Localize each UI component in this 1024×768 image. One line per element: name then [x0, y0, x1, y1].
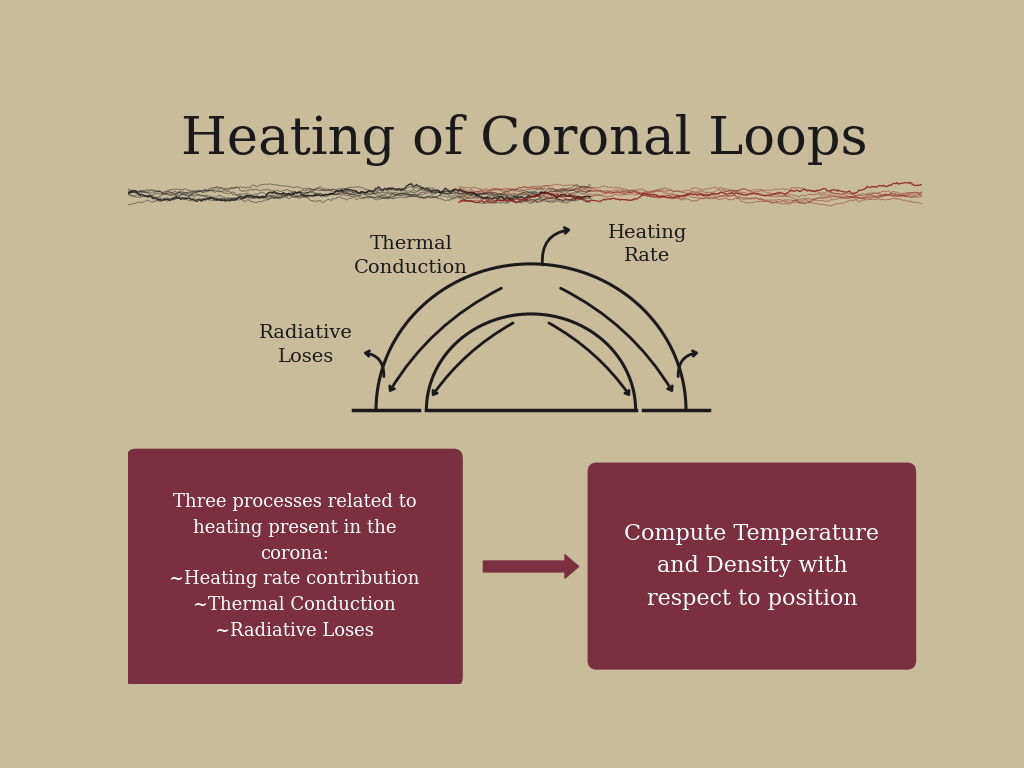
FancyArrowPatch shape: [678, 351, 696, 376]
FancyBboxPatch shape: [588, 462, 916, 670]
Text: Three processes related to
heating present in the
corona:
~Heating rate contribu: Three processes related to heating prese…: [169, 493, 420, 640]
FancyArrowPatch shape: [543, 227, 568, 265]
FancyArrowPatch shape: [483, 554, 579, 578]
Text: Thermal
Conduction: Thermal Conduction: [354, 235, 468, 277]
FancyArrowPatch shape: [390, 288, 502, 390]
Text: Heating
Rate: Heating Rate: [607, 223, 687, 266]
FancyArrowPatch shape: [560, 288, 672, 390]
Text: Radiative
Loses: Radiative Loses: [259, 324, 353, 366]
FancyArrowPatch shape: [433, 323, 513, 395]
Text: Compute Temperature
and Density with
respect to position: Compute Temperature and Density with res…: [625, 523, 880, 610]
FancyArrowPatch shape: [366, 351, 384, 376]
FancyArrowPatch shape: [549, 323, 629, 395]
FancyBboxPatch shape: [126, 449, 463, 687]
Text: Heating of Coronal Loops: Heating of Coronal Loops: [181, 114, 868, 166]
